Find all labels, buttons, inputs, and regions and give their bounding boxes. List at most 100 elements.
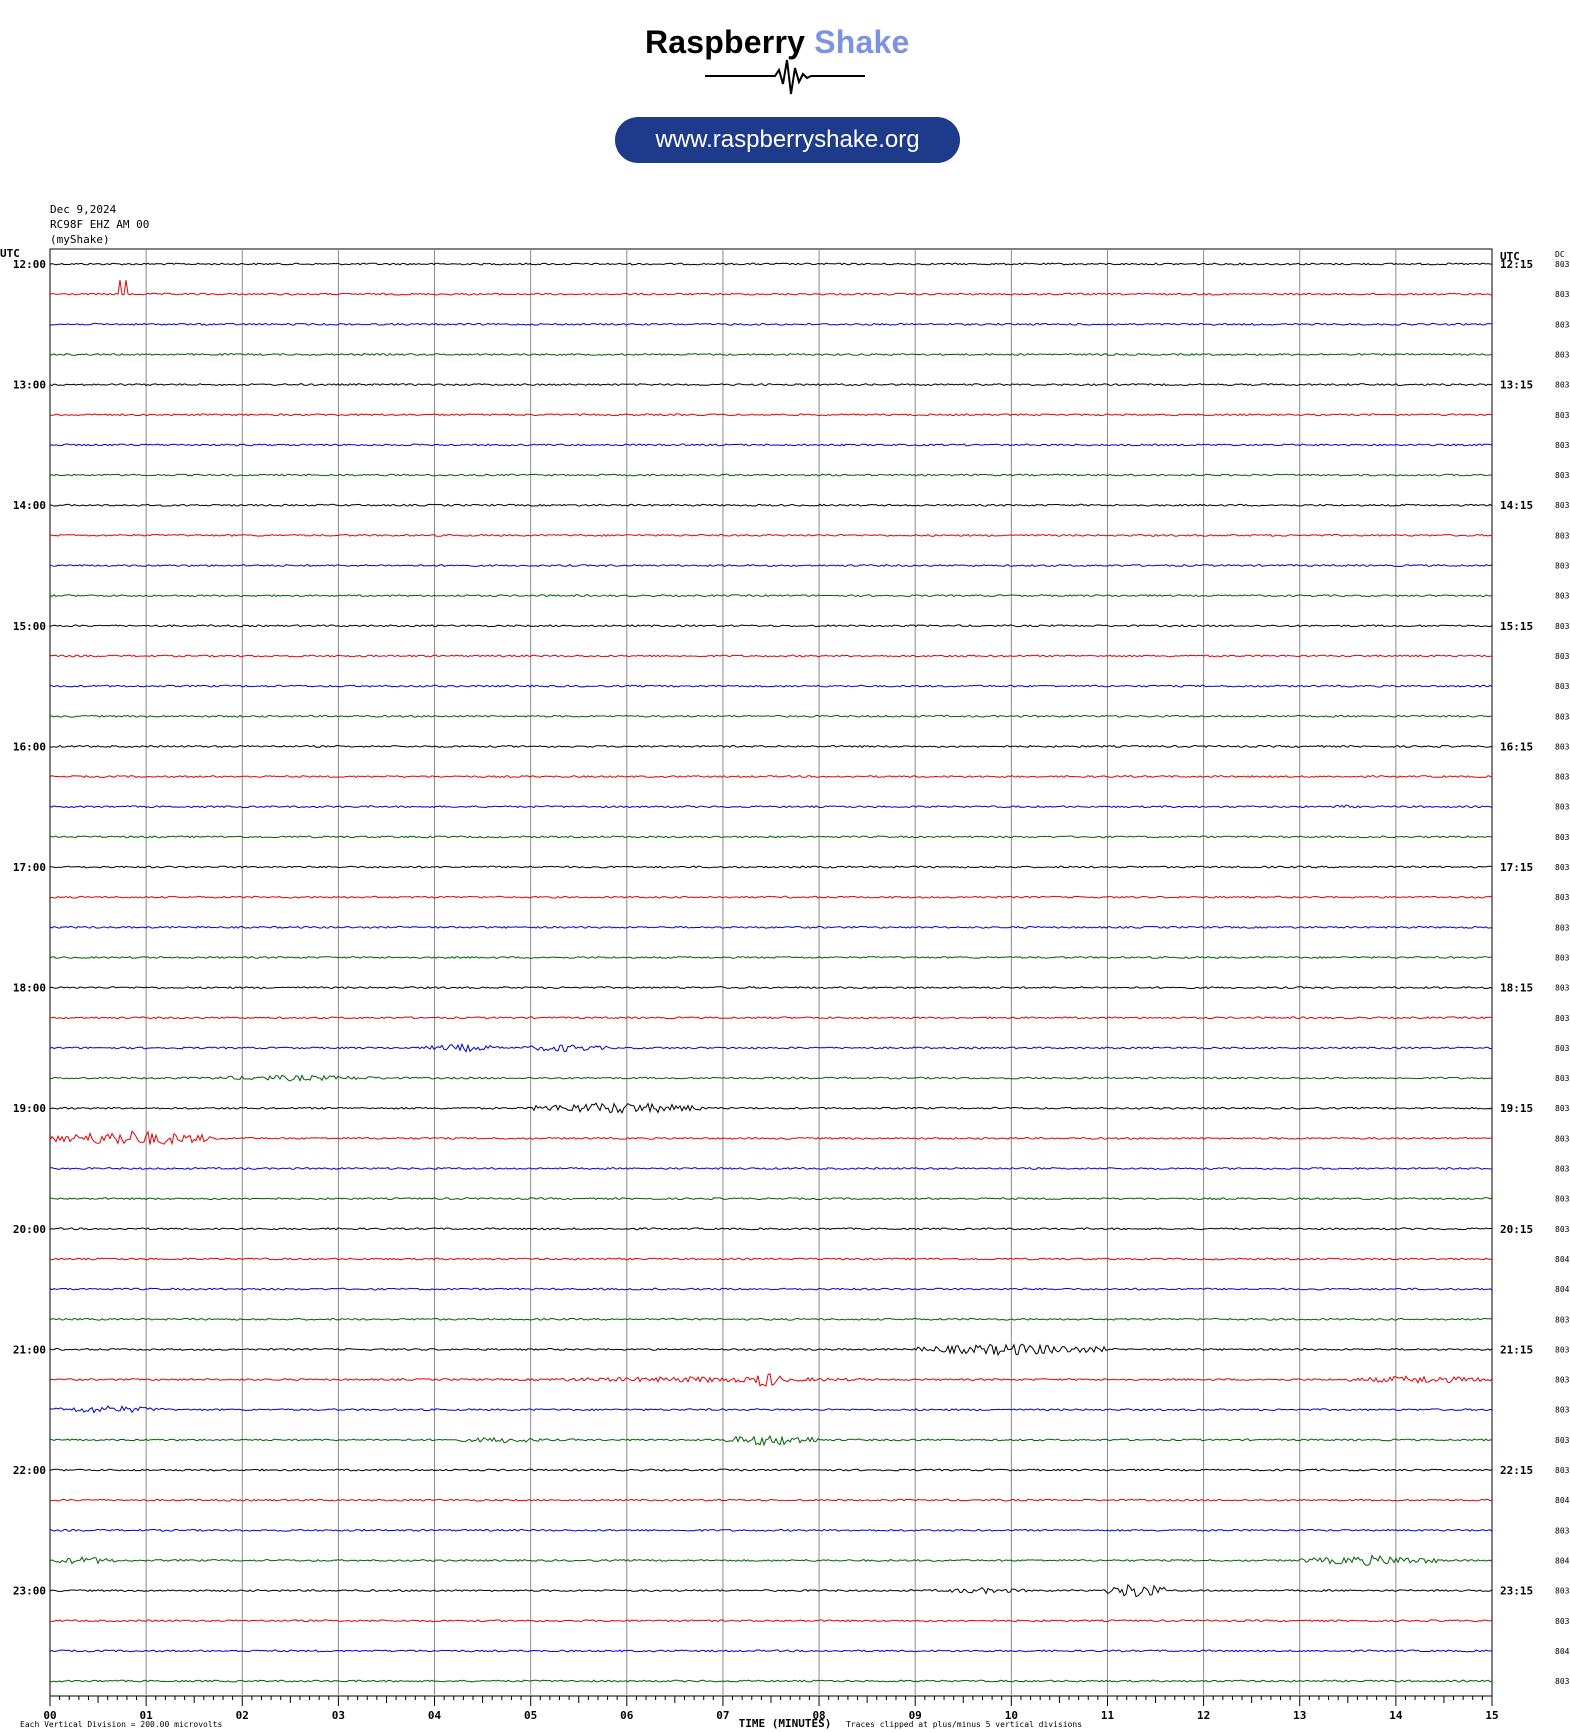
record-date: Dec 9,2024 [50, 203, 117, 216]
dc-value: 8036 [1555, 1677, 1570, 1686]
dc-title: DC [1555, 250, 1565, 259]
dc-value: 8037 [1555, 1165, 1570, 1174]
x-tick-label: 10 [1005, 1709, 1018, 1722]
trace-line [49, 714, 1493, 718]
trace-line [49, 1166, 1493, 1171]
x-tick-label: 14 [1389, 1709, 1403, 1722]
left-time-label: 18:00 [13, 982, 46, 995]
trace-line [49, 1343, 1493, 1357]
dc-value: 8037 [1555, 893, 1570, 902]
dc-value: 8039 [1555, 953, 1570, 962]
x-tick-label: 05 [524, 1709, 537, 1722]
trace-line [49, 1227, 1492, 1231]
dc-value: 8039 [1555, 1315, 1570, 1324]
trace-line [50, 1619, 1493, 1623]
dc-value: 8045 [1555, 1255, 1570, 1264]
left-time-label: 12:00 [13, 258, 46, 271]
dc-value: 8037 [1555, 1617, 1570, 1626]
dc-value: 8040 [1555, 1496, 1570, 1505]
x-tick-label: 15 [1485, 1709, 1498, 1722]
x-tick-label: 08 [812, 1709, 825, 1722]
trace-line [49, 804, 1493, 809]
right-time-label: 18:15 [1500, 982, 1533, 995]
dc-value: 8034 [1555, 1526, 1570, 1535]
trace-line [49, 1679, 1493, 1683]
trace-line [49, 352, 1493, 356]
dc-value: 8035 [1555, 320, 1570, 329]
dc-value: 8037 [1555, 1074, 1570, 1083]
left-time-label: 20:00 [13, 1223, 46, 1236]
trace-line [49, 1434, 1493, 1447]
right-time-label: 12:15 [1500, 258, 1533, 271]
x-tick-label: 07 [716, 1709, 729, 1722]
trace-line [49, 1498, 1493, 1502]
trace-line [49, 775, 1493, 779]
trace-line [49, 624, 1493, 628]
dc-value: 8034 [1555, 290, 1570, 299]
x-tick-label: 06 [620, 1709, 634, 1722]
right-time-label: 13:15 [1500, 379, 1533, 392]
network-name: (myShake) [50, 233, 110, 246]
trace-line [49, 1528, 1493, 1532]
dc-value: 8037 [1555, 863, 1570, 872]
left-time-label: 13:00 [13, 379, 46, 392]
trace-line [49, 955, 1493, 959]
right-time-label: 17:15 [1500, 861, 1533, 874]
left-time-label: 16:00 [13, 740, 46, 753]
left-time-label: 15:00 [13, 620, 46, 633]
trace-line [49, 262, 1493, 266]
x-tick-label: 01 [140, 1709, 154, 1722]
right-time-label: 16:15 [1500, 740, 1533, 753]
trace-line [49, 322, 1493, 326]
left-time-label: 22:00 [13, 1464, 46, 1477]
trace-line [49, 895, 1493, 899]
trace-line [49, 594, 1493, 598]
x-tick-label: 00 [43, 1709, 56, 1722]
x-tick-label: 12 [1197, 1709, 1210, 1722]
left-axis-title: UTC [0, 247, 20, 260]
x-tick-label: 04 [428, 1709, 442, 1722]
dc-value: 8036 [1555, 773, 1570, 782]
trace-line [49, 654, 1493, 658]
trace-line [49, 1373, 1493, 1387]
seismic-wave-icon [705, 59, 865, 95]
trace-line [49, 383, 1493, 387]
trace-line [49, 1405, 1493, 1414]
dc-value: 8036 [1555, 411, 1570, 420]
dc-value: 8036 [1555, 622, 1570, 631]
website-url-link[interactable]: www.raspberryshake.org [615, 117, 960, 163]
dc-value: 8035 [1555, 381, 1570, 390]
trace-line [49, 1649, 1493, 1653]
dc-value: 8036 [1555, 923, 1570, 932]
dc-value: 8040 [1555, 1647, 1570, 1656]
trace-line [49, 1468, 1493, 1472]
trace-line [49, 1257, 1493, 1261]
dc-value: 8035 [1555, 712, 1570, 721]
raspberry-shake-logo: Raspberry Shake www.raspberryshake.org [610, 20, 970, 170]
dc-value: 8035 [1555, 350, 1570, 359]
station-id: RC98F EHZ AM 00 [50, 218, 150, 231]
trace-line [49, 684, 1493, 688]
right-time-label: 14:15 [1500, 499, 1533, 512]
dc-value: 8036 [1555, 742, 1570, 751]
x-tick-label: 09 [909, 1709, 922, 1722]
x-tick-label: 11 [1101, 1709, 1115, 1722]
trace-line [49, 1317, 1493, 1321]
trace-line [49, 280, 1493, 296]
trace-line [49, 986, 1493, 990]
trace-line [49, 1554, 1493, 1566]
trace-line [49, 1583, 1493, 1598]
dc-value: 8037 [1555, 652, 1570, 661]
trace-line [49, 563, 1493, 567]
x-tick-label: 13 [1293, 1709, 1306, 1722]
x-tick-label: 02 [236, 1709, 249, 1722]
trace-line [49, 443, 1493, 447]
dc-value: 8040 [1555, 1556, 1570, 1565]
